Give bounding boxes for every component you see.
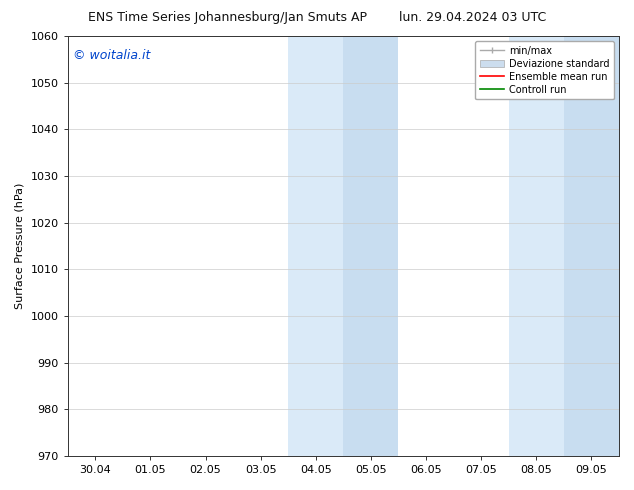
Legend: min/max, Deviazione standard, Ensemble mean run, Controll run: min/max, Deviazione standard, Ensemble m… bbox=[475, 41, 614, 99]
Bar bbox=[344, 36, 399, 456]
Bar bbox=[564, 36, 619, 456]
Text: © woitalia.it: © woitalia.it bbox=[73, 49, 151, 62]
Bar bbox=[508, 36, 564, 456]
Text: ENS Time Series Johannesburg/Jan Smuts AP        lun. 29.04.2024 03 UTC: ENS Time Series Johannesburg/Jan Smuts A… bbox=[88, 11, 546, 24]
Y-axis label: Surface Pressure (hPa): Surface Pressure (hPa) bbox=[15, 183, 25, 309]
Bar bbox=[288, 36, 344, 456]
